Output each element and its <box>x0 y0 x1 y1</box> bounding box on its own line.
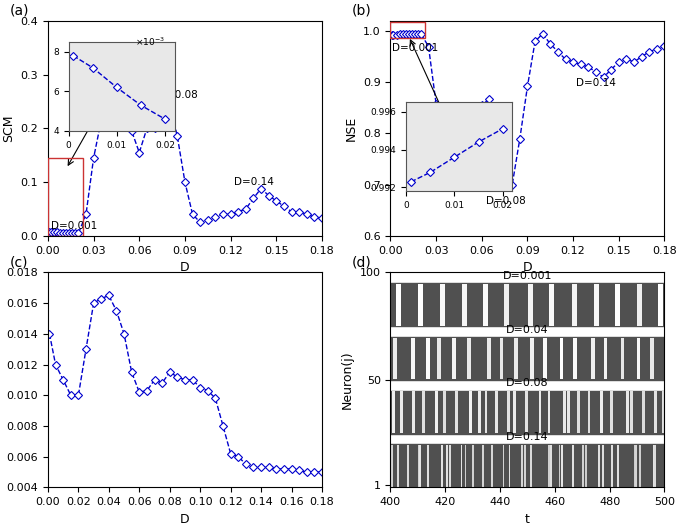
Text: D=0.001: D=0.001 <box>392 42 438 52</box>
X-axis label: D: D <box>180 261 190 274</box>
Text: D=0.14: D=0.14 <box>576 78 616 88</box>
Y-axis label: SCM: SCM <box>2 115 15 142</box>
Text: (c): (c) <box>10 255 28 269</box>
Text: D=0.04: D=0.04 <box>433 162 473 172</box>
Text: D=0.14: D=0.14 <box>506 432 549 442</box>
X-axis label: t: t <box>525 512 530 524</box>
Y-axis label: Neuron(j): Neuron(j) <box>341 351 354 409</box>
Y-axis label: NSE: NSE <box>345 116 358 141</box>
Text: D=0.08: D=0.08 <box>486 195 526 205</box>
Text: D=0.001: D=0.001 <box>503 271 552 281</box>
Bar <box>48 158 83 236</box>
Text: D=0.001: D=0.001 <box>51 221 97 231</box>
Text: $\times10^{-3}$: $\times10^{-3}$ <box>135 36 165 48</box>
Y-axis label: SNR: SNR <box>0 367 1 393</box>
X-axis label: D: D <box>523 261 532 274</box>
Text: D=0.08: D=0.08 <box>158 90 197 100</box>
Text: D=0.08: D=0.08 <box>506 378 549 388</box>
Text: (d): (d) <box>352 255 372 269</box>
Text: D=0.04: D=0.04 <box>506 325 549 335</box>
X-axis label: D: D <box>180 512 190 524</box>
Text: (a): (a) <box>10 4 29 17</box>
Text: D=0.04: D=0.04 <box>97 103 136 113</box>
Text: (b): (b) <box>352 4 372 17</box>
Bar <box>390 22 425 38</box>
Text: D=0.14: D=0.14 <box>234 177 273 187</box>
